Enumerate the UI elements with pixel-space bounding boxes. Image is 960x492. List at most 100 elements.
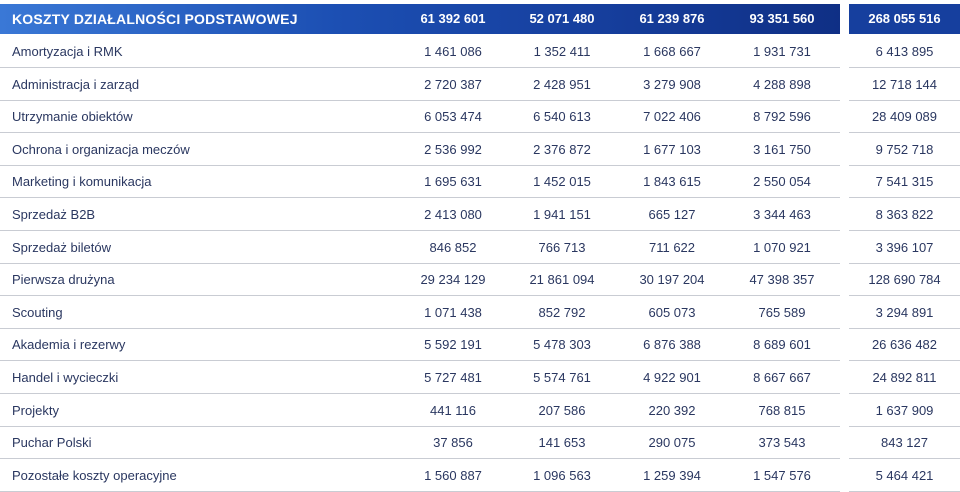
row-divider bbox=[0, 425, 840, 427]
row-value-2: 2 376 872 bbox=[533, 141, 591, 157]
row-value-2: 852 792 bbox=[538, 304, 586, 320]
row-total: 5 464 421 bbox=[875, 467, 934, 483]
header-total-bar bbox=[849, 4, 960, 34]
row-label: Scouting bbox=[12, 304, 63, 320]
row-label: Projekty bbox=[12, 402, 59, 418]
row-value-2: 766 713 bbox=[538, 239, 586, 255]
row-total: 9 752 718 bbox=[875, 141, 934, 157]
row-value-3: 665 127 bbox=[648, 207, 696, 222]
row-value-1: 2 413 080 bbox=[424, 207, 482, 222]
row-value-4: 1 931 731 bbox=[753, 44, 811, 59]
row-divider bbox=[0, 490, 840, 492]
row-label: Sprzedaż biletów bbox=[12, 239, 111, 255]
row-value-4: 1 547 576 bbox=[753, 467, 811, 483]
row-divider bbox=[0, 99, 840, 101]
row-value-3: 220 392 bbox=[648, 402, 696, 418]
row-value-3: 605 073 bbox=[648, 304, 696, 320]
row-value-4: 1 070 921 bbox=[753, 239, 811, 255]
row-value-1: 5 727 481 bbox=[424, 370, 482, 385]
row-total: 6 413 895 bbox=[875, 44, 934, 59]
row-divider bbox=[0, 132, 840, 134]
row-value-2: 5 478 303 bbox=[533, 337, 591, 353]
table-row: Marketing i komunikacja 1 695 631 1 452 01… bbox=[0, 166, 960, 199]
row-divider-total bbox=[849, 230, 960, 231]
row-value-1: 2 720 387 bbox=[424, 76, 482, 92]
header-total: 268 055 516 bbox=[868, 11, 941, 26]
row-total: 843 127 bbox=[881, 435, 928, 451]
row-value-2: 1 941 151 bbox=[533, 207, 591, 222]
row-value-4: 3 161 750 bbox=[753, 141, 811, 157]
row-label: Ochrona i organizacja meczów bbox=[12, 141, 190, 157]
row-value-1: 1 071 438 bbox=[424, 304, 482, 320]
row-divider-total bbox=[849, 164, 960, 166]
row-label: Handel i wycieczki bbox=[12, 370, 119, 385]
row-label: Puchar Polski bbox=[12, 435, 92, 451]
row-value-3: 3 279 908 bbox=[643, 76, 701, 92]
table-title: KOSZTY DZIAŁALNOŚCI PODSTAWOWEJ bbox=[12, 11, 298, 27]
row-label: Pozostałe koszty operacyjne bbox=[12, 467, 177, 483]
row-divider bbox=[0, 327, 840, 329]
table-row: Utrzymanie obiektów 6 053 474 6 540 613 7 0… bbox=[0, 101, 960, 134]
row-total: 7 541 315 bbox=[875, 174, 934, 190]
row-value-2: 21 861 094 bbox=[529, 272, 595, 288]
row-divider bbox=[0, 164, 840, 166]
row-divider-total bbox=[849, 262, 960, 264]
row-divider bbox=[0, 197, 840, 199]
row-divider bbox=[0, 230, 840, 231]
row-total: 3 294 891 bbox=[875, 304, 934, 320]
row-total: 128 690 784 bbox=[868, 272, 941, 288]
table-row: Pierwsza drużyna 29 234 129 21 861 094 30 1… bbox=[0, 264, 960, 297]
row-divider-total bbox=[849, 295, 960, 297]
row-divider-total bbox=[849, 490, 960, 492]
row-value-1: 846 852 bbox=[429, 239, 477, 255]
row-divider-total bbox=[849, 327, 960, 329]
row-divider bbox=[0, 67, 840, 68]
row-value-4: 3 344 463 bbox=[753, 207, 811, 222]
row-value-1: 1 560 887 bbox=[424, 467, 482, 483]
row-total: 12 718 144 bbox=[871, 76, 938, 92]
row-divider bbox=[0, 295, 840, 297]
row-value-4: 373 543 bbox=[758, 435, 806, 451]
table-header: KOSZTY DZIAŁALNOŚCI PODSTAWOWEJ 61 392 6… bbox=[0, 4, 960, 34]
row-value-3: 7 022 406 bbox=[643, 109, 701, 125]
table-row: Handel i wycieczki 5 727 481 5 574 761 4 92… bbox=[0, 362, 960, 394]
row-divider bbox=[0, 360, 840, 362]
row-value-1: 2 536 992 bbox=[424, 141, 482, 157]
row-value-3: 711 622 bbox=[648, 239, 696, 255]
header-bar bbox=[0, 4, 840, 34]
row-value-3: 1 677 103 bbox=[643, 141, 701, 157]
row-value-1: 1 695 631 bbox=[424, 174, 482, 190]
row-value-2: 141 653 bbox=[538, 435, 586, 451]
header-value-3: 61 239 876 bbox=[639, 11, 705, 26]
row-total: 26 636 482 bbox=[871, 337, 938, 353]
table-row: Puchar Polski 37 856 141 653 290 075 373 543… bbox=[0, 427, 960, 460]
row-value-3: 4 922 901 bbox=[643, 370, 701, 385]
row-value-4: 47 398 357 bbox=[749, 272, 815, 288]
row-value-2: 1 452 015 bbox=[533, 174, 591, 190]
row-total: 24 892 811 bbox=[872, 370, 937, 385]
row-label: Sprzedaż B2B bbox=[12, 207, 96, 222]
row-value-3: 1 843 615 bbox=[643, 174, 701, 190]
row-total: 28 409 089 bbox=[871, 109, 938, 125]
row-divider-total bbox=[849, 425, 960, 427]
row-label: Pierwsza drużyna bbox=[12, 272, 115, 288]
table-row: Sprzedaż biletów 846 852 766 713 711 622 1 0… bbox=[0, 232, 960, 264]
row-value-3: 290 075 bbox=[648, 435, 696, 451]
row-value-4: 768 815 bbox=[758, 402, 806, 418]
table-row: Ochrona i organizacja meczów 2 536 992 2 3… bbox=[0, 134, 960, 166]
row-total: 8 363 822 bbox=[875, 207, 934, 222]
row-label: Amortyzacja i RMK bbox=[12, 44, 123, 59]
row-value-1: 5 592 191 bbox=[424, 337, 482, 353]
row-divider bbox=[0, 458, 840, 460]
row-label: Marketing i komunikacja bbox=[12, 174, 152, 190]
row-divider-total bbox=[849, 360, 960, 362]
row-value-4: 2 550 054 bbox=[753, 174, 811, 190]
row-value-1: 1 461 086 bbox=[424, 44, 482, 59]
row-value-3: 1 259 394 bbox=[643, 467, 701, 483]
table-row: Amortyzacja i RMK 1 461 086 1 352 411 1 668… bbox=[0, 36, 960, 68]
row-divider-total bbox=[849, 197, 960, 199]
table-row: Scouting 1 071 438 852 792 605 073 765 589 3 … bbox=[0, 297, 960, 329]
row-total: 3 396 107 bbox=[875, 239, 934, 255]
row-divider-total bbox=[849, 393, 960, 394]
row-value-2: 2 428 951 bbox=[533, 76, 591, 92]
